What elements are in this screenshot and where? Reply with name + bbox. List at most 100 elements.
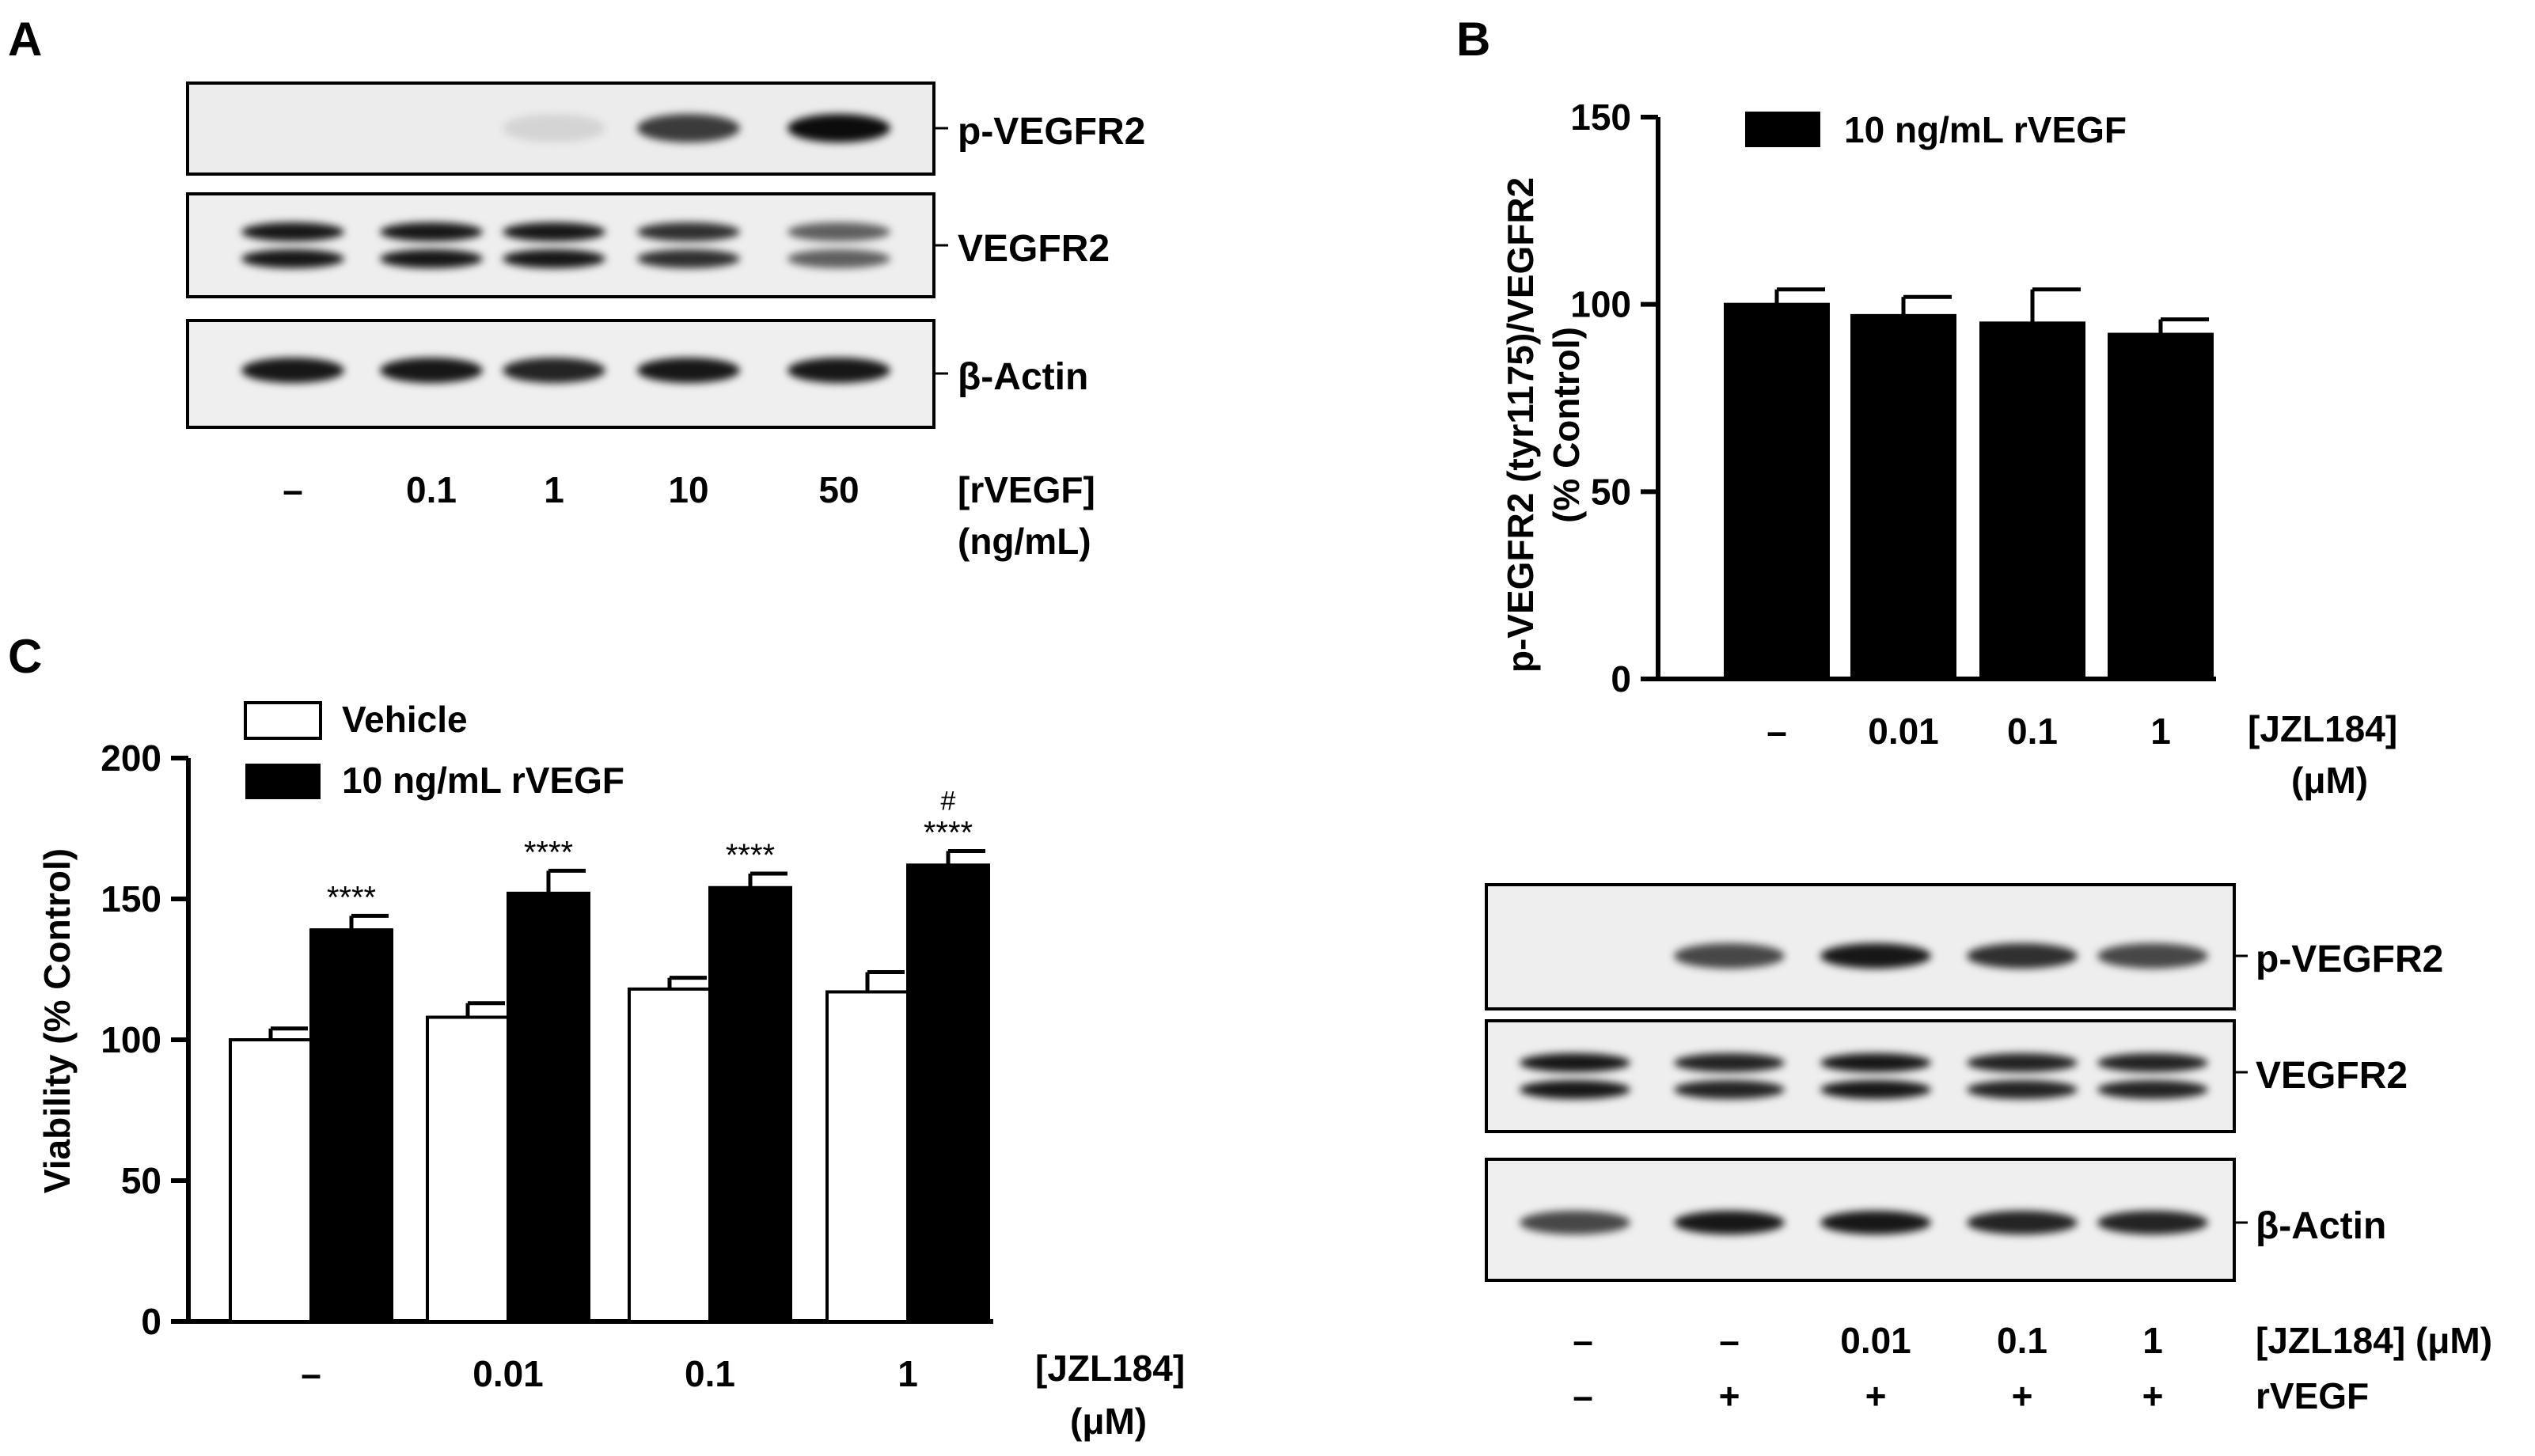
significance-stars: **** bbox=[924, 815, 973, 850]
c-y-axis-label: Viability (% Control) bbox=[36, 848, 78, 1193]
b-y-axis-label-line1: p-VEGFR2 (tyr1175)/VEGFR2 bbox=[1500, 177, 1541, 673]
x-tick-label: 0.01 bbox=[1868, 711, 1939, 752]
panel-a-western-blot bbox=[186, 82, 948, 429]
a-label-pvegfr2: p-VEGFR2 bbox=[958, 111, 1145, 153]
blot-band bbox=[637, 222, 740, 241]
y-tick-label: 100 bbox=[1570, 284, 1631, 325]
blot-band bbox=[1820, 1211, 1931, 1234]
blot-band bbox=[241, 249, 344, 268]
y-tick-label: 50 bbox=[121, 1160, 161, 1201]
blot-band bbox=[787, 222, 890, 241]
b-legend-label: 10 ng/mL rVEGF bbox=[1844, 109, 2127, 150]
significance-hash: # bbox=[941, 786, 956, 816]
significance-stars: **** bbox=[726, 838, 775, 873]
significance-stars: **** bbox=[327, 880, 376, 915]
bar bbox=[1850, 313, 1956, 681]
b-lane-rvegf-label: + bbox=[1865, 1375, 1887, 1416]
y-tick-label: 0 bbox=[141, 1301, 161, 1342]
b-lane-jzl184-label: 0.01 bbox=[1840, 1320, 1911, 1361]
blot-band bbox=[503, 358, 605, 383]
blot-band bbox=[1674, 1053, 1785, 1072]
b-lane-jzl184-label: – bbox=[1719, 1320, 1740, 1361]
a-label-vegfr2: VEGFR2 bbox=[958, 228, 1110, 270]
b-lane-rvegf-label: + bbox=[1719, 1375, 1740, 1416]
x-tick-label: – bbox=[301, 1353, 321, 1394]
blot-band bbox=[1967, 1053, 2078, 1072]
a-lane-label: 10 bbox=[668, 469, 708, 510]
c-legend-swatch-vehicle bbox=[244, 701, 322, 740]
y-tick-label: 150 bbox=[101, 878, 161, 919]
blot-band bbox=[637, 114, 740, 142]
blot-band bbox=[1967, 943, 2078, 969]
blot-band bbox=[380, 358, 483, 383]
panel-b-letter: B bbox=[1456, 13, 1490, 66]
a-lane-label: 50 bbox=[818, 469, 859, 510]
a-axis-label-line1: [rVEGF] bbox=[958, 469, 1095, 510]
bar bbox=[309, 928, 393, 1324]
b-lane-rvegf-label: – bbox=[1573, 1375, 1593, 1416]
c-legend-label-vehicle: Vehicle bbox=[342, 699, 468, 740]
bar bbox=[426, 1015, 510, 1324]
bar bbox=[1724, 302, 1830, 681]
b-lane-rvegf-label: + bbox=[2142, 1375, 2164, 1416]
b-lane-jzl184-label: – bbox=[1573, 1320, 1593, 1361]
a-lane-label: 0.1 bbox=[406, 469, 457, 510]
b-x-axis-label-line2: (μM) bbox=[2291, 760, 2368, 801]
bar bbox=[229, 1038, 313, 1323]
blot-band bbox=[1820, 943, 1931, 969]
b-x-axis-label-line1: [JZL184] bbox=[2248, 708, 2397, 749]
c-legend-label-rvegf: 10 ng/mL rVEGF bbox=[342, 760, 624, 801]
y-tick-label: 50 bbox=[1591, 471, 1631, 512]
blot-band bbox=[787, 249, 890, 268]
blot-band bbox=[1674, 1080, 1785, 1099]
a-lane-label: – bbox=[283, 469, 303, 510]
blot-band bbox=[380, 222, 483, 241]
bar bbox=[708, 885, 792, 1323]
panel-b-western-blot bbox=[1485, 883, 2248, 1282]
a-blot-vegfr2 bbox=[186, 192, 935, 298]
panel-b-bar-chart: 0 50 100 150 – 0.01 0.1 1 bbox=[1570, 97, 2216, 752]
a-label-actin: β-Actin bbox=[958, 356, 1088, 398]
blot-band bbox=[1520, 1211, 1630, 1234]
blot-band bbox=[1967, 1080, 2078, 1099]
x-tick-label: 1 bbox=[897, 1353, 918, 1394]
panel-c-letter: C bbox=[8, 630, 42, 683]
blot-band bbox=[1967, 1211, 2078, 1234]
bar bbox=[507, 891, 590, 1323]
blot-band bbox=[2097, 1053, 2208, 1072]
b-label-pvegfr2: p-VEGFR2 bbox=[2256, 938, 2443, 980]
blot-band bbox=[241, 222, 344, 241]
bar bbox=[906, 863, 990, 1323]
blot-band bbox=[503, 249, 605, 268]
x-tick-label: 0.1 bbox=[2007, 711, 2058, 752]
y-tick-label: 200 bbox=[101, 737, 161, 779]
b-lane-jzl184-label: 1 bbox=[2142, 1320, 2163, 1361]
b-blot-vegfr2 bbox=[1485, 1019, 2236, 1133]
blot-band bbox=[2097, 1080, 2208, 1099]
blot-band bbox=[1520, 1080, 1630, 1099]
b-y-axis-label-line2: (% Control) bbox=[1546, 327, 1587, 523]
blot-band bbox=[1674, 943, 1785, 969]
blot-band bbox=[503, 222, 605, 241]
blot-band bbox=[1520, 1053, 1630, 1072]
b-lane-jzl184-label: 0.1 bbox=[1997, 1320, 2047, 1361]
blot-band bbox=[787, 114, 890, 142]
blot-band bbox=[2097, 1211, 2208, 1234]
b-label-actin: β-Actin bbox=[2256, 1205, 2386, 1247]
blot-band bbox=[380, 249, 483, 268]
blot-band bbox=[1820, 1080, 1931, 1099]
blot-band bbox=[787, 358, 890, 383]
bar bbox=[825, 990, 909, 1323]
x-tick-label: 0.01 bbox=[472, 1353, 544, 1394]
b-row2-label: rVEGF bbox=[2256, 1375, 2369, 1416]
x-tick-label: – bbox=[1767, 711, 1787, 752]
x-tick-label: 0.1 bbox=[685, 1353, 735, 1394]
c-x-axis-label-line1: [JZL184] bbox=[1035, 1348, 1185, 1389]
panel-a-letter: A bbox=[8, 13, 42, 66]
y-tick-label: 150 bbox=[1570, 97, 1631, 138]
bar bbox=[2108, 332, 2214, 681]
bar bbox=[628, 987, 712, 1324]
b-label-vegfr2: VEGFR2 bbox=[2256, 1055, 2408, 1097]
blot-band bbox=[503, 114, 605, 142]
